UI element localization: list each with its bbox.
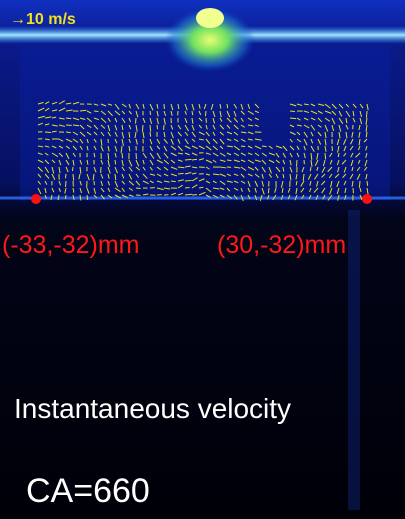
vector-arrow <box>227 104 228 108</box>
vector-arrow <box>178 173 184 174</box>
vector-arrow <box>268 188 269 193</box>
caption: Instantaneous velocity <box>14 393 291 424</box>
piv-figure: →10 m/s (-33,-32)mm (30,-32)mm Instantan… <box>0 0 405 519</box>
vector-arrow <box>185 159 192 160</box>
vector-arrow <box>338 153 339 157</box>
vector-arrow <box>205 111 206 116</box>
vector-arrow <box>171 181 176 182</box>
vector-arrow <box>185 194 192 195</box>
vector-arrow <box>136 188 141 189</box>
vector-arrow <box>66 118 71 119</box>
vector-arrow <box>227 160 231 161</box>
scale-label: →10 m/s <box>10 11 76 28</box>
point-label: (-33,-32)mm <box>2 231 140 259</box>
vector-arrow <box>366 111 367 118</box>
reflection-streak <box>348 210 360 510</box>
vector-arrow <box>150 125 151 132</box>
vector-arrow <box>150 111 151 115</box>
vector-arrow <box>213 174 219 175</box>
vector-arrow <box>367 181 368 186</box>
vector-arrow <box>45 132 51 133</box>
vector-arrow <box>87 195 88 200</box>
vector-arrow <box>73 174 74 181</box>
vector-arrow <box>122 153 123 158</box>
vector-arrow <box>290 118 296 119</box>
point-marker <box>362 194 372 204</box>
vector-arrow <box>65 195 66 199</box>
point-marker <box>31 194 41 204</box>
vector-arrow <box>142 125 143 132</box>
vector-arrow <box>241 146 245 147</box>
vector-arrow <box>185 180 192 181</box>
vector-arrow <box>157 125 158 129</box>
vector-arrow <box>65 174 66 178</box>
vector-arrow <box>262 146 267 147</box>
bright-spot <box>196 8 224 28</box>
vector-arrow <box>290 111 295 112</box>
point-label: (30,-32)mm <box>217 231 346 259</box>
vector-arrow <box>359 181 360 188</box>
vector-arrow <box>66 132 71 133</box>
vector-arrow <box>129 132 130 138</box>
vector-arrow <box>325 153 326 159</box>
crank-angle: CA=660 <box>26 472 150 510</box>
vector-arrow <box>150 132 151 137</box>
vector-arrow <box>72 167 73 171</box>
